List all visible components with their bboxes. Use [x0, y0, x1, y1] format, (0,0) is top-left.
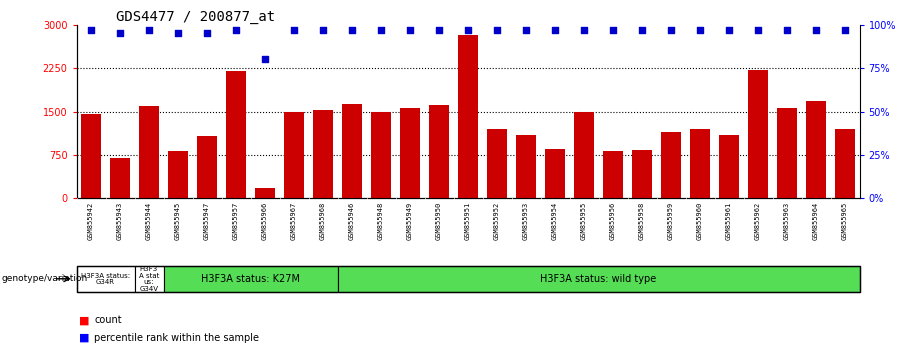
Text: GSM855957: GSM855957 [233, 201, 239, 240]
Text: GSM855959: GSM855959 [668, 201, 674, 240]
Text: GSM855946: GSM855946 [349, 201, 355, 240]
Bar [429, 104, 449, 198]
Bar [574, 112, 594, 198]
Bar [516, 135, 536, 198]
Bar [139, 106, 159, 198]
Text: GSM855963: GSM855963 [784, 201, 790, 240]
Point [606, 27, 620, 33]
Text: GSM855942: GSM855942 [88, 201, 94, 240]
Text: GSM855962: GSM855962 [755, 201, 761, 240]
Text: ■: ■ [79, 315, 90, 325]
Point [112, 30, 127, 36]
Bar [400, 108, 420, 198]
Text: percentile rank within the sample: percentile rank within the sample [94, 333, 259, 343]
Bar [342, 104, 362, 198]
Text: GSM855965: GSM855965 [842, 201, 848, 240]
Bar [458, 35, 478, 198]
Bar [719, 135, 739, 198]
Text: GSM855945: GSM855945 [175, 201, 181, 240]
Text: GSM855966: GSM855966 [262, 201, 268, 240]
Point [84, 27, 98, 33]
Bar [255, 188, 275, 198]
Bar [748, 70, 768, 198]
Bar [835, 129, 855, 198]
Bar [284, 112, 304, 198]
Bar [632, 150, 652, 198]
Point [838, 27, 852, 33]
Text: GSM855968: GSM855968 [320, 201, 326, 240]
Point [142, 27, 157, 33]
Bar [689, 129, 710, 198]
Text: GSM855964: GSM855964 [813, 201, 819, 240]
Bar [371, 112, 392, 198]
Bar [164, 266, 338, 292]
Text: GSM855954: GSM855954 [552, 201, 558, 240]
Bar [777, 108, 797, 198]
Bar [603, 152, 623, 198]
Point [287, 27, 302, 33]
Text: GSM855944: GSM855944 [146, 201, 152, 240]
Bar [806, 101, 826, 198]
Text: GSM855961: GSM855961 [726, 201, 732, 240]
Point [432, 27, 446, 33]
Text: GSM855967: GSM855967 [291, 201, 297, 240]
Point [257, 57, 272, 62]
Point [664, 27, 679, 33]
Text: H3F3
A stat
us:
G34V: H3F3 A stat us: G34V [139, 266, 159, 292]
Point [229, 27, 243, 33]
Text: ■: ■ [79, 333, 90, 343]
Text: GSM855956: GSM855956 [610, 201, 616, 240]
Point [693, 27, 707, 33]
Bar [661, 132, 681, 198]
Point [490, 27, 504, 33]
Text: GSM855943: GSM855943 [117, 201, 123, 240]
Text: H3F3A status:
G34R: H3F3A status: G34R [81, 273, 130, 285]
Bar [134, 266, 164, 292]
Point [374, 27, 388, 33]
Text: GSM855948: GSM855948 [378, 201, 384, 240]
Point [200, 30, 214, 36]
Point [779, 27, 794, 33]
Point [722, 27, 736, 33]
Point [809, 27, 824, 33]
Bar [81, 114, 101, 198]
Text: H3F3A status: K27M: H3F3A status: K27M [201, 274, 300, 284]
Text: genotype/variation: genotype/variation [2, 274, 88, 283]
Point [577, 27, 591, 33]
Bar [226, 71, 247, 198]
Point [345, 27, 359, 33]
Bar [313, 110, 333, 198]
Point [518, 27, 533, 33]
Text: GDS4477 / 200877_at: GDS4477 / 200877_at [115, 10, 274, 24]
Text: GSM855950: GSM855950 [436, 201, 442, 240]
Text: GSM855947: GSM855947 [204, 201, 210, 240]
Text: GSM855951: GSM855951 [465, 201, 471, 240]
Point [403, 27, 418, 33]
Point [461, 27, 475, 33]
Bar [76, 266, 134, 292]
Bar [197, 136, 217, 198]
Text: GSM855949: GSM855949 [407, 201, 413, 240]
Text: GSM855955: GSM855955 [581, 201, 587, 240]
Text: count: count [94, 315, 122, 325]
Point [316, 27, 330, 33]
Point [171, 30, 185, 36]
Point [634, 27, 649, 33]
Bar [167, 151, 188, 198]
Text: H3F3A status: wild type: H3F3A status: wild type [540, 274, 657, 284]
Text: GSM855960: GSM855960 [697, 201, 703, 240]
Text: GSM855953: GSM855953 [523, 201, 529, 240]
Text: GSM855952: GSM855952 [494, 201, 500, 240]
Text: GSM855958: GSM855958 [639, 201, 645, 240]
Bar [110, 158, 130, 198]
Bar [544, 149, 565, 198]
Bar [338, 266, 860, 292]
Point [751, 27, 765, 33]
Bar [487, 129, 508, 198]
Point [548, 27, 562, 33]
